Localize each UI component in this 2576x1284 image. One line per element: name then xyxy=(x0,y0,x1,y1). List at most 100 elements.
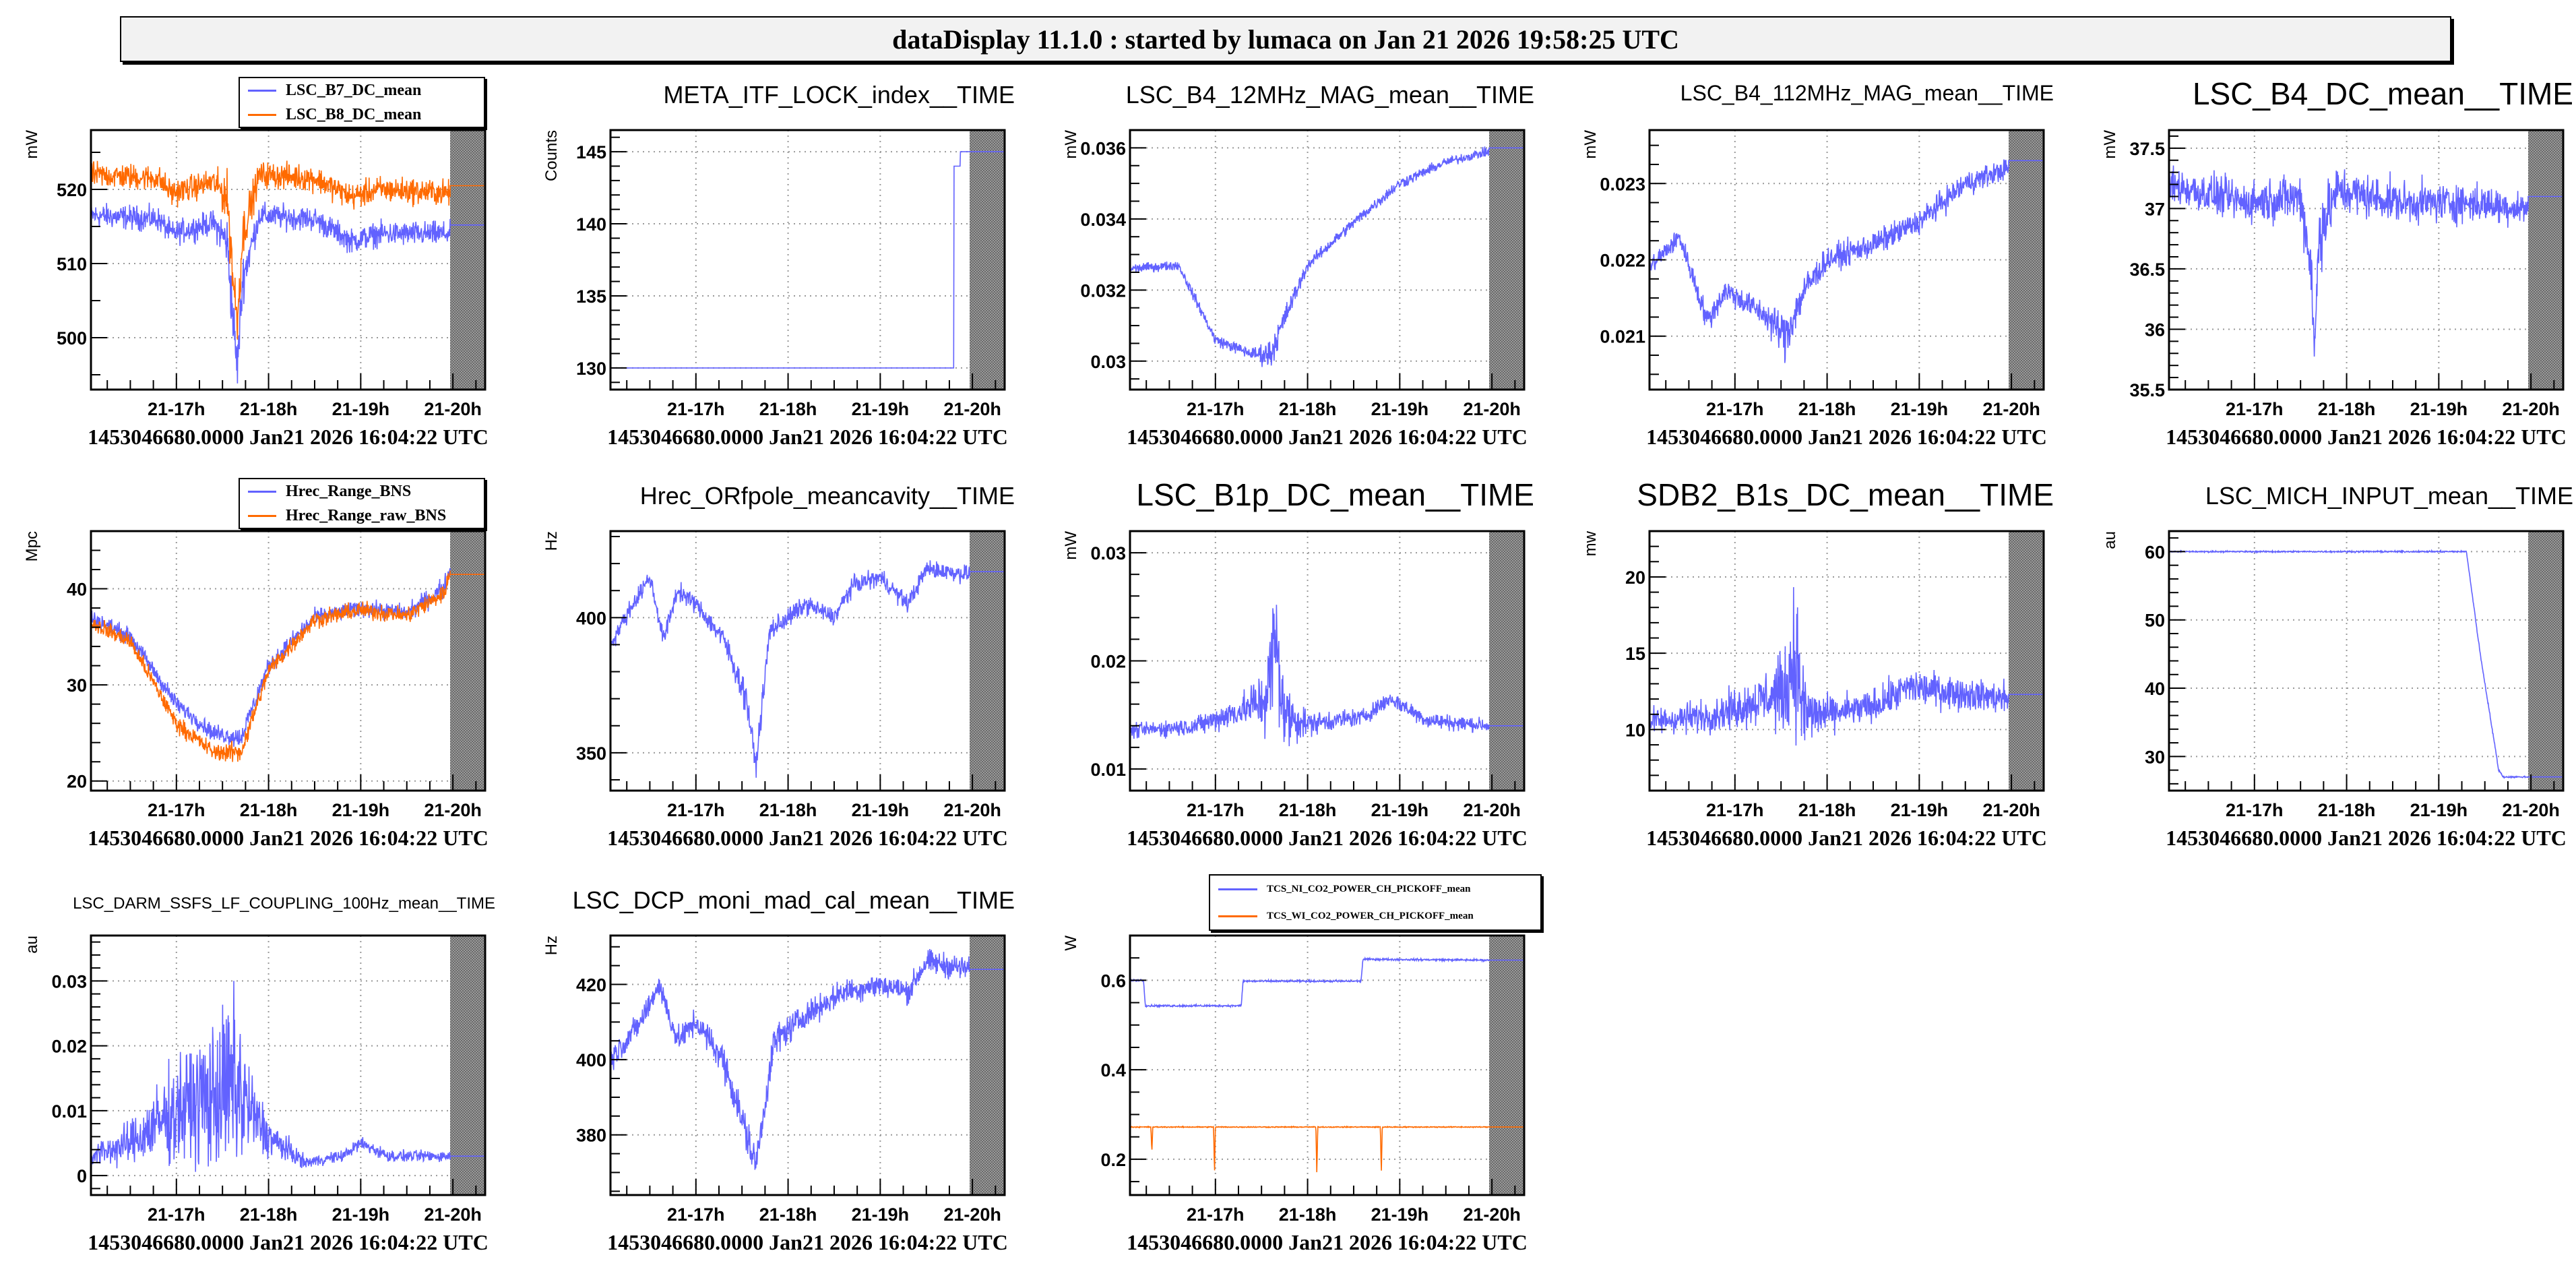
plot-frame xyxy=(2168,129,2565,391)
x-tick-label: 21-18h xyxy=(240,1204,298,1225)
series-line-hrec-orfpole-meancavity xyxy=(610,560,1005,778)
y-tick-label: 40 xyxy=(2145,679,2165,699)
legend-label: Hrec_Range_raw_BNS xyxy=(286,506,447,524)
plot-panel-lsc-b7-dc-mean: 21-17h 21-18h 21-19h 21-20h 500 510 520 mW LSC_B… xyxy=(13,74,533,479)
plot-canvas[interactable]: 21-17h 21-18h 21-19h 21-20h 0.2 0.4 0.6 W xyxy=(1053,880,1572,1230)
plot-frame xyxy=(90,934,486,1196)
x-tick-label: 21-20h xyxy=(943,399,1001,419)
x-tick-label: 21-18h xyxy=(759,1204,817,1225)
x-tick-label: 21-18h xyxy=(1279,1204,1337,1225)
x-tick-label: 21-17h xyxy=(2226,800,2284,820)
plot-frame xyxy=(90,129,486,391)
y-axis-label: Hz xyxy=(542,936,561,955)
x-tick-label: 21-18h xyxy=(2318,399,2376,419)
plot-canvas[interactable]: 21-17h 21-18h 21-19h 21-20h 0.021 0.022 0.023m… xyxy=(1572,74,2092,425)
legend-entry: Hrec_Range_BNS xyxy=(240,479,484,503)
x-tick-label: 21-19h xyxy=(332,1204,390,1225)
y-tick-label: 30 xyxy=(67,675,87,696)
y-tick-label: 350 xyxy=(576,743,606,764)
plot-title: LSC_DCP_moni_mad_cal_mean__TIME xyxy=(572,886,1015,914)
series-line-lsc-b8-dc-mean xyxy=(91,160,485,340)
x-tick-label: 21-19h xyxy=(852,800,910,820)
x-tick-label: 21-20h xyxy=(1982,399,2040,419)
y-tick-label: 0.02 xyxy=(51,1037,87,1057)
x-tick-label: 21-18h xyxy=(1798,800,1856,820)
x-tick-label: 21-18h xyxy=(759,399,817,419)
plot-title: Hrec_ORfpole_meancavity__TIME xyxy=(639,482,1015,510)
plot-canvas[interactable]: 21-17h 21-18h 21-19h 21-20h 0.01 0.02 0.03 mW xyxy=(1053,475,1572,826)
shaded-region xyxy=(450,531,485,791)
plot-canvas[interactable]: 21-17h 21-18h 21-19h 21-20h 0.03 0.032 0.034 0.… xyxy=(1053,74,1572,425)
series-line-lsc-b7-dc-mean xyxy=(91,202,485,384)
plot-canvas[interactable]: 21-17h 21-18h 21-19h 21-20h 20 30 40 Mpc xyxy=(13,475,533,826)
y-tick-label: 0.4 xyxy=(1100,1060,1126,1080)
plot-canvas[interactable]: 21-17h 21-18h 21-19h 21-20h 500 510 520 mW xyxy=(13,74,533,425)
plot-panel-tcs-ni-co2-power-ch-pickoff-mean: 21-17h 21-18h 21-19h 21-20h 0.2 0.4 0.6 W TCS_NI… xyxy=(1053,874,1572,1284)
plot-canvas[interactable]: 21-17h 21-18h 21-19h 21-20h 30 40 50 60 au xyxy=(2092,475,2576,826)
plot-canvas[interactable]: 21-17h 21-18h 21-19h 21-20h 0 0.01 0.02 0.03 au xyxy=(13,880,533,1230)
x-tick-label: 21-17h xyxy=(667,800,725,820)
x-tick-label: 21-20h xyxy=(1463,800,1521,820)
plot-frame xyxy=(2168,530,2565,792)
x-tick-label: 21-17h xyxy=(1187,1204,1245,1225)
shaded-region xyxy=(2009,531,2044,791)
y-tick-label: 0 xyxy=(77,1166,87,1186)
y-tick-label: 0.034 xyxy=(1080,210,1126,230)
plot-canvas[interactable]: 21-17h 21-18h 21-19h 21-20h 130 135 140 145 Coun… xyxy=(533,74,1053,425)
y-tick-label: 0.021 xyxy=(1600,327,1645,347)
plot-timestamp-footer: 1453046680.0000 Jan21 2026 16:04:22 UTC xyxy=(88,826,489,850)
y-tick-label: 0.023 xyxy=(1600,174,1645,194)
plot-panel-hrec-orfpole-meancavity-time: 21-17h 21-18h 21-19h 21-20h 350 400 Hz Hrec_ORf… xyxy=(533,475,1053,880)
series-line-lsc-b1p-dc-mean xyxy=(1130,605,1524,747)
y-tick-label: 0.02 xyxy=(1090,652,1126,672)
y-axis-label: au xyxy=(23,936,41,954)
plot-panel-lsc-mich-input-mean-time: 21-17h 21-18h 21-19h 21-20h 30 40 50 60 au LSC_MI… xyxy=(2092,475,2576,880)
plot-frame xyxy=(90,530,486,792)
plot-canvas[interactable]: 21-17h 21-18h 21-19h 21-20h 350 400 Hz xyxy=(533,475,1053,826)
y-axis-label: mW xyxy=(1581,130,1600,159)
plot-frame xyxy=(1129,934,1526,1196)
shaded-region xyxy=(2528,531,2563,791)
plot-canvas[interactable]: 21-17h 21-18h 21-19h 21-20h 35.5 36 36.5 37 37.5… xyxy=(2092,74,2576,425)
y-tick-label: 400 xyxy=(576,608,606,628)
plot-timestamp-footer: 1453046680.0000 Jan21 2026 16:04:22 UTC xyxy=(88,1230,489,1254)
y-tick-label: 420 xyxy=(576,975,606,996)
x-tick-label: 21-20h xyxy=(1463,1204,1521,1225)
shaded-region xyxy=(1489,130,1524,390)
legend-entry: LSC_B8_DC_mean xyxy=(240,102,484,127)
y-tick-label: 20 xyxy=(1625,568,1645,588)
plot-panel-sdb2-b1s-dc-mean-time: 21-17h 21-18h 21-19h 21-20h 10 15 20 mw SDB2_B1s… xyxy=(1572,475,2092,880)
x-tick-label: 21-18h xyxy=(240,800,298,820)
plot-title: LSC_B4_DC_mean__TIME xyxy=(2192,76,2573,111)
x-tick-label: 21-17h xyxy=(148,800,206,820)
shaded-region xyxy=(1489,531,1524,791)
x-tick-label: 21-17h xyxy=(148,1204,206,1225)
plot-timestamp-footer: 1453046680.0000 Jan21 2026 16:04:22 UTC xyxy=(1127,1230,1528,1254)
plot-timestamp-footer: 1453046680.0000 Jan21 2026 16:04:22 UTC xyxy=(607,826,1008,850)
x-tick-label: 21-19h xyxy=(2410,399,2468,419)
plot-title: LSC_MICH_INPUT_mean__TIME xyxy=(2205,482,2573,510)
plot-timestamp-footer: 1453046680.0000 Jan21 2026 16:04:22 UTC xyxy=(1646,425,2047,449)
x-tick-label: 21-20h xyxy=(943,800,1001,820)
series-line-lsc-dcp-moni-mad-cal-mean xyxy=(610,948,1005,1170)
plot-timestamp-footer: 1453046680.0000 Jan21 2026 16:04:22 UTC xyxy=(1127,425,1528,449)
y-axis-label: Mpc xyxy=(23,531,41,561)
plot-timestamp-footer: 1453046680.0000 Jan21 2026 16:04:22 UTC xyxy=(1127,826,1528,850)
plot-panel-lsc-b4-12mhz-mag-mean-time: 21-17h 21-18h 21-19h 21-20h 0.03 0.032 0.034 0.… xyxy=(1053,74,1572,479)
y-tick-label: 510 xyxy=(57,254,87,274)
y-tick-label: 10 xyxy=(1625,720,1645,740)
x-tick-label: 21-19h xyxy=(1371,1204,1429,1225)
plot-panel-hrec-range-bns: 21-17h 21-18h 21-19h 21-20h 20 30 40 Mpc Hrec_Ra… xyxy=(13,475,533,880)
y-tick-label: 0.036 xyxy=(1080,138,1126,158)
shaded-region xyxy=(970,936,1005,1195)
x-tick-label: 21-19h xyxy=(1371,399,1429,419)
plot-canvas[interactable]: 21-17h 21-18h 21-19h 21-20h 380 400 420 Hz xyxy=(533,880,1053,1230)
y-tick-label: 0.01 xyxy=(1090,760,1126,780)
shaded-region xyxy=(1489,936,1524,1195)
x-tick-label: 21-19h xyxy=(852,399,910,419)
x-tick-label: 21-20h xyxy=(424,1204,482,1225)
plot-timestamp-footer: 1453046680.0000 Jan21 2026 16:04:22 UTC xyxy=(607,425,1008,449)
y-tick-label: 0.03 xyxy=(1090,543,1126,563)
plot-canvas[interactable]: 21-17h 21-18h 21-19h 21-20h 10 15 20 mw xyxy=(1572,475,2092,826)
plot-legend: Hrec_Range_BNS Hrec_Range_raw_BNS xyxy=(239,478,485,529)
